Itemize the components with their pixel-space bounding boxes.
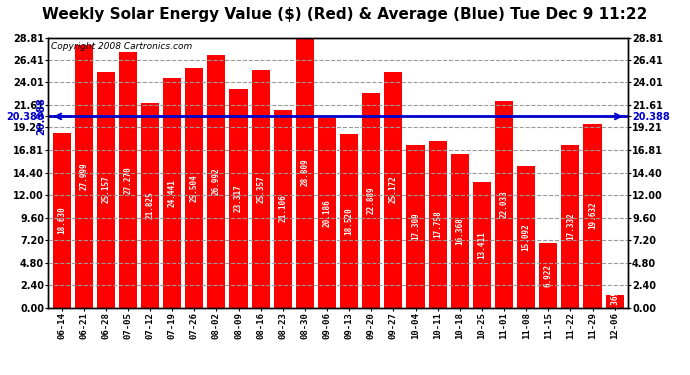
Text: 13.411: 13.411 <box>477 231 486 258</box>
Text: 16.368: 16.368 <box>455 217 464 244</box>
Bar <box>75 45 92 308</box>
Text: 22.033: 22.033 <box>500 190 509 218</box>
Bar <box>230 89 248 308</box>
Text: 26.992: 26.992 <box>212 167 221 195</box>
Bar <box>384 72 402 308</box>
Bar <box>473 182 491 308</box>
Text: Copyright 2008 Cartronics.com: Copyright 2008 Cartronics.com <box>51 42 193 51</box>
Text: 23.317: 23.317 <box>234 184 243 212</box>
Bar <box>296 38 314 308</box>
Bar <box>340 134 358 308</box>
Text: 20.186: 20.186 <box>322 199 331 227</box>
Text: 19.632: 19.632 <box>588 202 597 229</box>
Bar <box>141 103 159 308</box>
Text: 24.441: 24.441 <box>168 179 177 207</box>
Text: 21.825: 21.825 <box>146 191 155 219</box>
Text: 25.157: 25.157 <box>101 176 110 204</box>
Bar <box>606 295 624 307</box>
Bar <box>274 110 292 308</box>
Text: 18.630: 18.630 <box>57 206 66 234</box>
Text: 27.999: 27.999 <box>79 162 88 190</box>
Bar <box>539 243 558 308</box>
Bar <box>163 78 181 308</box>
Text: Weekly Solar Energy Value ($) (Red) & Average (Blue) Tue Dec 9 11:22: Weekly Solar Energy Value ($) (Red) & Av… <box>42 8 648 22</box>
Text: 17.758: 17.758 <box>433 210 442 238</box>
Bar <box>362 93 380 308</box>
Text: 1.369: 1.369 <box>610 290 619 313</box>
Text: 20.388: 20.388 <box>36 98 46 135</box>
Text: 27.270: 27.270 <box>124 166 132 194</box>
Text: 28.809: 28.809 <box>300 159 309 186</box>
Text: 6.922: 6.922 <box>544 264 553 286</box>
Text: 18.520: 18.520 <box>345 207 354 235</box>
Text: 15.092: 15.092 <box>522 223 531 251</box>
Bar <box>561 145 580 308</box>
Bar <box>428 141 446 308</box>
Bar <box>185 69 204 308</box>
Text: 25.172: 25.172 <box>389 176 398 203</box>
Bar <box>406 145 424 308</box>
Bar <box>52 133 70 308</box>
Bar <box>119 52 137 308</box>
Text: 17.309: 17.309 <box>411 213 420 240</box>
Bar <box>318 118 336 308</box>
Bar <box>584 123 602 308</box>
Bar <box>495 101 513 308</box>
Text: 25.504: 25.504 <box>190 174 199 202</box>
Text: 21.106: 21.106 <box>278 195 287 222</box>
Bar <box>451 154 469 308</box>
Text: 22.889: 22.889 <box>367 186 376 214</box>
Bar <box>517 166 535 308</box>
Text: 17.332: 17.332 <box>566 212 575 240</box>
Bar <box>252 70 270 308</box>
Bar <box>208 54 226 307</box>
Text: 25.357: 25.357 <box>256 175 265 202</box>
Bar <box>97 72 115 308</box>
